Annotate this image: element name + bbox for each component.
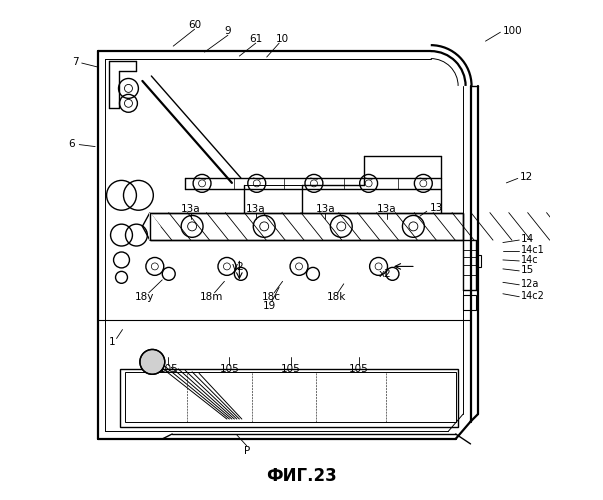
Polygon shape <box>150 212 160 240</box>
Text: 13a: 13a <box>182 204 201 214</box>
Text: 13a: 13a <box>246 204 265 214</box>
Text: 13a: 13a <box>315 204 335 214</box>
Circle shape <box>140 350 165 374</box>
Text: 15: 15 <box>521 265 534 275</box>
Text: 19: 19 <box>262 300 276 310</box>
Bar <box>120 370 458 426</box>
Text: 105: 105 <box>159 364 178 374</box>
Text: 7: 7 <box>72 57 79 67</box>
Bar <box>125 372 456 422</box>
Text: 9: 9 <box>224 26 231 36</box>
Text: 14c2: 14c2 <box>521 290 545 300</box>
Text: P: P <box>244 446 250 456</box>
Bar <box>150 212 463 240</box>
Text: 14: 14 <box>521 234 534 244</box>
Bar <box>150 212 463 240</box>
Text: 105: 105 <box>219 364 239 374</box>
Bar <box>476 255 481 268</box>
Text: 105: 105 <box>349 364 368 374</box>
Text: 12: 12 <box>520 172 534 182</box>
Text: 12a: 12a <box>521 279 540 289</box>
Text: 14c: 14c <box>521 255 539 265</box>
Bar <box>463 294 476 310</box>
Text: 18y: 18y <box>135 292 154 302</box>
Text: 1: 1 <box>109 337 116 347</box>
Text: 100: 100 <box>503 26 523 36</box>
Text: v2: v2 <box>232 262 244 272</box>
Text: 10: 10 <box>276 34 289 44</box>
Text: 105: 105 <box>280 364 300 374</box>
Text: 61: 61 <box>249 34 262 44</box>
Text: 18m: 18m <box>200 292 223 302</box>
Text: ФИГ.23: ФИГ.23 <box>266 467 337 485</box>
Text: 6: 6 <box>69 138 75 148</box>
Text: 13: 13 <box>430 203 443 213</box>
Text: 60: 60 <box>188 20 201 30</box>
Text: x2: x2 <box>379 269 391 279</box>
Text: 14c1: 14c1 <box>521 245 545 255</box>
Text: 18c: 18c <box>262 292 281 302</box>
Text: 13a: 13a <box>377 204 397 214</box>
Text: 18k: 18k <box>327 292 346 302</box>
